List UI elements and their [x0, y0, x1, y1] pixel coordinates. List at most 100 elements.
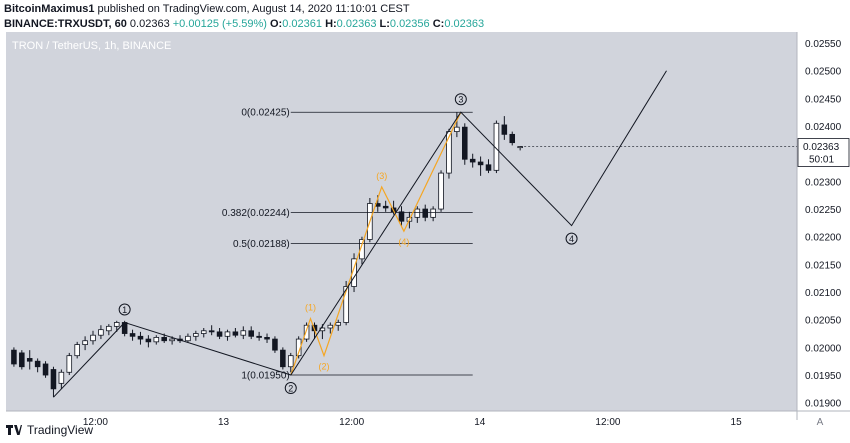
candle — [359, 236, 365, 265]
candle-body — [240, 330, 247, 336]
candle-body — [185, 335, 191, 342]
last-price-value: 0.02363 — [803, 142, 840, 153]
candle — [327, 322, 334, 334]
candle — [145, 335, 152, 348]
candle — [501, 116, 508, 140]
high-label: H: — [325, 18, 337, 30]
close-label: C: — [432, 18, 445, 30]
subwave-label: (2) — [318, 362, 329, 372]
candle-body — [113, 322, 120, 327]
candle-body — [509, 133, 516, 144]
tradingview-logo-icon[interactable] — [6, 424, 22, 436]
candle-body — [106, 325, 112, 332]
candle — [34, 358, 41, 373]
candle-body — [248, 330, 254, 337]
candle-body — [303, 324, 310, 340]
candle-body — [462, 126, 468, 160]
candle-body — [477, 161, 484, 166]
fib-level-label: 0.382(0.02244) — [222, 208, 290, 219]
candle-body — [34, 360, 41, 368]
wave-label: 3 — [458, 95, 463, 105]
ohlc-line: BINANCE:TRXUSDT, 60 0.02363 +0.00125 (+5… — [4, 17, 484, 32]
candle-body — [232, 331, 239, 336]
candle-body — [430, 208, 436, 218]
candle-body — [58, 371, 65, 384]
x-tick-label: 15 — [731, 417, 743, 428]
candle-body — [145, 338, 152, 343]
candle-body — [517, 146, 523, 149]
y-tick-label: 0.02450 — [805, 94, 842, 105]
candle-body — [446, 131, 452, 174]
wave-label-circle — [284, 382, 297, 395]
candle-body — [335, 322, 341, 326]
candle-body — [200, 330, 207, 334]
candle-body — [454, 126, 460, 132]
candle — [98, 325, 104, 340]
x-tick-label: 14 — [474, 417, 486, 428]
fib-level-label: 1(0.01950) — [241, 371, 289, 382]
x-tick-label: 12:00 — [83, 417, 108, 428]
y-tick-label: 0.02300 — [805, 177, 842, 188]
candle-body — [469, 158, 476, 163]
candle-body — [422, 208, 429, 218]
candle-body — [161, 337, 167, 342]
candle-body — [90, 334, 96, 342]
candle-body — [287, 355, 294, 368]
publish-info: published on TradingView.com, August 14,… — [97, 3, 410, 15]
candle-body — [264, 337, 270, 340]
candle-body — [438, 172, 444, 210]
candle — [248, 326, 254, 340]
price-axis — [797, 32, 850, 411]
candle-body — [82, 340, 88, 346]
wave-label: 4 — [569, 234, 574, 244]
author-name[interactable]: BitcoinMaximus1 — [4, 3, 95, 15]
open-label: O: — [270, 18, 283, 30]
footer-brand[interactable]: TradingView — [27, 423, 94, 437]
subwave-label: (1) — [305, 303, 316, 313]
candle — [90, 330, 96, 345]
candle-body — [216, 331, 223, 337]
candle-body — [11, 349, 17, 365]
candle — [82, 336, 88, 351]
candle — [232, 328, 239, 338]
candle — [287, 352, 294, 373]
candle-body — [359, 239, 365, 260]
candle-body — [42, 363, 49, 376]
open-value: 0.02361 — [282, 18, 322, 30]
footer: TradingView — [6, 423, 93, 437]
candle-body — [74, 344, 80, 357]
auto-scale-button[interactable]: A — [817, 417, 824, 428]
x-tick-label: 12:00 — [595, 417, 620, 428]
price-change: +0.00125 (+5.59%) — [172, 18, 267, 30]
candle — [216, 328, 223, 340]
y-tick-label: 0.02100 — [805, 288, 842, 299]
candle — [137, 331, 144, 345]
candle — [303, 322, 310, 342]
candle — [382, 200, 389, 212]
candle — [454, 112, 460, 138]
y-tick-label: 0.02150 — [805, 260, 842, 271]
candle — [66, 352, 73, 376]
candle-body — [19, 352, 25, 368]
chart-header: BitcoinMaximus1 published on TradingView… — [4, 2, 484, 32]
candle — [264, 333, 270, 343]
candle — [74, 341, 80, 359]
candle — [19, 350, 25, 370]
x-tick-label: 13 — [218, 417, 230, 428]
candle-body — [382, 205, 389, 209]
candle — [193, 330, 199, 341]
chart-title[interactable]: TRON / TetherUS, 1h, BINANCE — [12, 40, 171, 52]
wave-label-circle — [118, 303, 131, 316]
wave-label: 1 — [122, 305, 127, 315]
candle — [414, 206, 421, 223]
countdown-value: 50:01 — [809, 155, 834, 166]
subwave-label: (3) — [376, 171, 387, 181]
last-price-box — [797, 138, 850, 167]
candle — [422, 204, 429, 222]
candle-body — [327, 324, 334, 329]
candle — [430, 206, 436, 222]
candle — [477, 156, 484, 176]
candle-body — [485, 164, 492, 171]
last-price: 0.02363 — [129, 18, 170, 30]
